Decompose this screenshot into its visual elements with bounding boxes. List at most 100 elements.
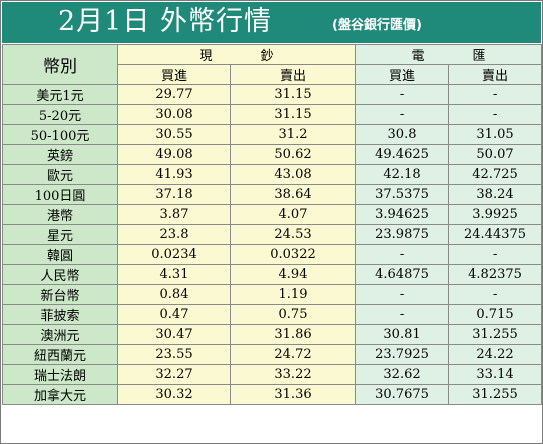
- cash-sell-cell: 24.53: [229, 224, 357, 245]
- cash-sell-cell: 31.86: [229, 324, 357, 345]
- cash-column-header: 現鈔: [116, 44, 357, 65]
- remit-buy-cell: 49.4625: [355, 144, 450, 165]
- cash-sell-cell: 31.15: [229, 84, 357, 105]
- remit-column-header: 電匯: [355, 44, 543, 65]
- table-row: 韓圓 0.0234 0.0322- -: [2, 244, 543, 265]
- remit-buy-cell: 4.64875: [355, 264, 450, 285]
- table-row: 歐元 41.93 43.08 42.18 42.725: [2, 164, 543, 185]
- remit-sell-cell: -: [448, 84, 543, 105]
- cash-sell-cell: 4.94: [229, 264, 357, 285]
- cash-sell-cell: 33.22: [229, 364, 357, 385]
- cash-buy-cell: 30.32: [117, 384, 231, 405]
- remit-buy-cell: 3.94625: [355, 204, 450, 225]
- remit-buy-header: 買進: [355, 64, 450, 85]
- table-row: 新台幣 0.84 1.19- -: [2, 284, 543, 305]
- cash-sell-cell: 0.75: [229, 304, 357, 325]
- cash-buy-cell: 0.47: [117, 304, 231, 325]
- page-title: 2月1日 外幣行情: [58, 6, 272, 37]
- cash-sell-cell: 1.19: [229, 284, 357, 305]
- cash-sell-cell: 0.0322: [229, 244, 357, 265]
- currency-column-header: 幣別: [2, 44, 118, 85]
- currency-name-cell: 50-100元: [2, 124, 118, 145]
- currency-name-cell: 韓圓: [2, 244, 118, 265]
- table-row: 人民幣 4.31 4.94 4.64875 4.82375: [2, 264, 543, 285]
- remit-buy-cell: -: [355, 84, 450, 105]
- currency-name-cell: 港幣: [2, 204, 118, 225]
- cash-sell-cell: 31.2: [229, 124, 357, 145]
- cash-sell-cell: 50.62: [229, 144, 357, 165]
- currency-name-cell: 歐元: [2, 164, 118, 185]
- remit-sell-cell: 31.255: [448, 384, 543, 405]
- remit-buy-cell: 23.7925: [355, 344, 450, 365]
- cash-buy-cell: 41.93: [117, 164, 231, 185]
- remit-sell-cell: 4.82375: [448, 264, 543, 285]
- table-row: 100日圓 37.18 38.64 37.5375 38.24: [2, 184, 543, 205]
- cash-buy-cell: 0.0234: [117, 244, 231, 265]
- cash-sell-cell: 43.08: [229, 164, 357, 185]
- cash-buy-cell: 32.27: [117, 364, 231, 385]
- table-row: 港幣 3.87 4.07 3.94625 3.9925: [2, 204, 543, 225]
- remit-sell-cell: 24.22: [448, 344, 543, 365]
- table-row: 瑞士法朗 32.27 33.22 32.62 33.14: [2, 364, 543, 385]
- remit-sell-cell: 31.05: [448, 124, 543, 145]
- remit-buy-cell: -: [355, 244, 450, 265]
- currency-name-cell: 美元1元: [2, 84, 118, 105]
- remit-sell-cell: 0.715: [448, 304, 543, 325]
- table-row: 加拿大元 30.32 31.36 30.7675 31.255: [2, 384, 543, 405]
- currency-name-cell: 5-20元: [2, 104, 118, 125]
- cash-buy-cell: 30.08: [117, 104, 231, 125]
- cash-buy-cell: 30.47: [117, 324, 231, 345]
- remit-sell-cell: 33.14: [448, 364, 543, 385]
- table-row: 菲披索 0.47 0.75-0.715: [2, 304, 543, 325]
- remit-sell-cell: -: [448, 104, 543, 125]
- currency-name-cell: 菲披索: [2, 304, 118, 325]
- rate-rows: 美元1元 29.77 31.15- -5-20元 30.08 31.15- -50-100元…: [2, 84, 543, 405]
- cash-buy-cell: 23.55: [117, 344, 231, 365]
- cash-sell-cell: 31.15: [229, 104, 357, 125]
- table-row: 澳洲元 30.47 31.86 30.81 31.255: [2, 324, 543, 345]
- currency-name-cell: 人民幣: [2, 264, 118, 285]
- cash-buy-cell: 30.55: [117, 124, 231, 145]
- cash-sell-cell: 24.72: [229, 344, 357, 365]
- currency-name-cell: 澳洲元: [2, 324, 118, 345]
- remit-sell-header: 賣出: [448, 64, 543, 85]
- cash-buy-cell: 23.8: [117, 224, 231, 245]
- remit-buy-cell: 30.7675: [355, 384, 450, 405]
- exchange-rate-table: 幣別 現鈔 電匯 買進 賣出 買進 賣出 美元1元 29.77 31.15- -5-2…: [2, 44, 543, 405]
- remit-sell-cell: 3.9925: [448, 204, 543, 225]
- currency-name-cell: 星元: [2, 224, 118, 245]
- remit-sell-cell: 38.24: [448, 184, 543, 205]
- table-row: 美元1元 29.77 31.15- -: [2, 84, 543, 105]
- remit-buy-cell: 37.5375: [355, 184, 450, 205]
- cash-buy-cell: 49.08: [117, 144, 231, 165]
- remit-sell-cell: 50.07: [448, 144, 543, 165]
- cash-buy-cell: 0.84: [117, 284, 231, 305]
- cash-buy-header: 買進: [117, 64, 231, 85]
- currency-name-cell: 100日圓: [2, 184, 118, 205]
- table-row: 英鎊 49.08 50.62 49.4625 50.07: [2, 144, 543, 165]
- currency-name-cell: 英鎊: [2, 144, 118, 165]
- remit-sell-cell: -: [448, 244, 543, 265]
- cash-buy-cell: 3.87: [117, 204, 231, 225]
- cash-buy-cell: 29.77: [117, 84, 231, 105]
- remit-buy-cell: 30.81: [355, 324, 450, 345]
- remit-sell-cell: 31.255: [448, 324, 543, 345]
- cash-sell-cell: 4.07: [229, 204, 357, 225]
- title-bar: 2月1日 外幣行情 (盤谷銀行匯價): [2, 2, 541, 43]
- remit-sell-cell: 42.725: [448, 164, 543, 185]
- cash-sell-cell: 31.36: [229, 384, 357, 405]
- remit-buy-cell: -: [355, 304, 450, 325]
- remit-buy-cell: 30.8: [355, 124, 450, 145]
- remit-buy-cell: 23.9875: [355, 224, 450, 245]
- table-row: 紐西蘭元 23.55 24.72 23.7925 24.22: [2, 344, 543, 365]
- remit-buy-cell: -: [355, 104, 450, 125]
- cash-sell-header: 賣出: [229, 64, 357, 85]
- cash-sell-cell: 38.64: [229, 184, 357, 205]
- cash-buy-cell: 37.18: [117, 184, 231, 205]
- currency-name-cell: 瑞士法朗: [2, 364, 118, 385]
- table-row: 5-20元 30.08 31.15- -: [2, 104, 543, 125]
- remit-sell-cell: 24.44375: [448, 224, 543, 245]
- page-subtitle: (盤谷銀行匯價): [332, 18, 422, 33]
- cash-buy-cell: 4.31: [117, 264, 231, 285]
